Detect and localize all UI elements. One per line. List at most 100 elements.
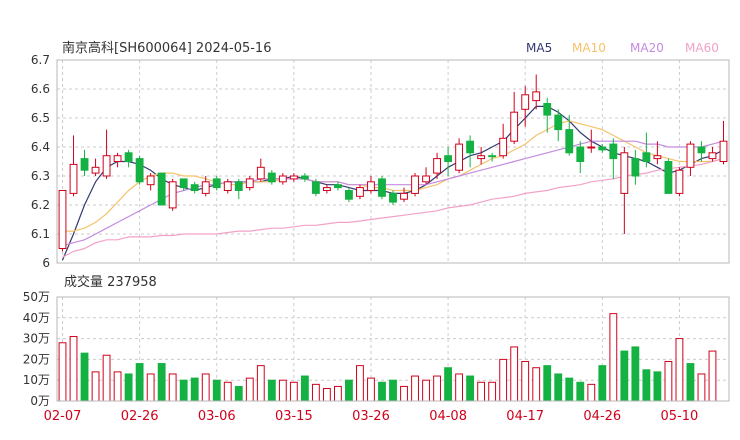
date-tick-label: 02-07 bbox=[44, 409, 82, 424]
candle-body bbox=[157, 172, 166, 206]
candle-body bbox=[135, 158, 144, 183]
candle-body bbox=[179, 178, 188, 189]
candle bbox=[411, 173, 419, 197]
volume-bar bbox=[554, 373, 563, 402]
candle-body bbox=[190, 184, 199, 191]
volume-bar bbox=[157, 363, 166, 402]
candle-body bbox=[58, 190, 67, 249]
candle bbox=[300, 173, 309, 182]
volume-bar bbox=[278, 379, 287, 402]
candle-body bbox=[223, 181, 232, 192]
candle-body bbox=[532, 91, 541, 102]
candle bbox=[356, 184, 364, 200]
volume-bar bbox=[345, 379, 353, 402]
volume-bar bbox=[322, 388, 331, 402]
candle bbox=[91, 158, 100, 176]
candle-body bbox=[367, 181, 375, 192]
candle bbox=[686, 141, 695, 176]
volume-bar bbox=[697, 373, 706, 402]
candle bbox=[488, 152, 497, 162]
candle-body bbox=[444, 155, 452, 162]
volume-bar bbox=[234, 385, 243, 402]
volume-bar bbox=[565, 377, 574, 402]
candle bbox=[675, 167, 684, 197]
candle-body bbox=[609, 143, 618, 160]
candle bbox=[102, 129, 111, 179]
volume-bar bbox=[179, 379, 188, 402]
candle bbox=[322, 184, 331, 194]
candle-body bbox=[510, 111, 519, 142]
volume-bar bbox=[510, 346, 519, 402]
chart-legend: MA5 MA10 MA20 MA60 bbox=[526, 41, 719, 55]
volume-y-axis: 50万 40万 30万 20万 10万 0万 bbox=[23, 290, 50, 408]
candle-body bbox=[300, 175, 309, 180]
candle-body bbox=[719, 140, 728, 162]
candle-body bbox=[356, 187, 364, 197]
candle-body bbox=[631, 158, 640, 177]
volume-bar bbox=[389, 379, 397, 402]
volume-bar bbox=[576, 381, 585, 402]
volume-bar bbox=[80, 352, 89, 402]
candle bbox=[499, 123, 508, 159]
price-tick-label: 6.1 bbox=[31, 227, 50, 241]
candle-body bbox=[686, 143, 695, 168]
candle bbox=[278, 173, 287, 185]
candle bbox=[554, 109, 563, 142]
candle bbox=[69, 135, 78, 197]
volume-bar bbox=[223, 381, 232, 402]
candle bbox=[223, 178, 232, 194]
candle-body bbox=[642, 152, 651, 163]
candle bbox=[697, 141, 706, 162]
volume-tick-label: 30万 bbox=[23, 332, 50, 346]
volume-bar bbox=[69, 336, 78, 402]
volume-bar bbox=[58, 342, 67, 402]
candle bbox=[190, 181, 199, 194]
candle bbox=[201, 176, 210, 197]
candle bbox=[256, 158, 265, 182]
candle-body bbox=[146, 175, 155, 186]
candle bbox=[212, 176, 221, 191]
candle bbox=[80, 149, 89, 176]
volume-bar bbox=[521, 360, 530, 402]
volume-bar bbox=[135, 363, 144, 402]
candle bbox=[168, 178, 177, 211]
candle-body bbox=[466, 140, 475, 154]
date-tick-label: 03-06 bbox=[198, 409, 236, 424]
candle-body bbox=[433, 158, 441, 174]
volume-bar bbox=[124, 373, 133, 402]
candle-body bbox=[91, 166, 100, 174]
candle-body bbox=[322, 187, 331, 192]
volume-bar bbox=[620, 350, 629, 402]
date-tick-label: 04-08 bbox=[429, 409, 467, 424]
volume-bar bbox=[631, 346, 640, 402]
volume-bar bbox=[190, 377, 199, 402]
candle-body bbox=[267, 172, 276, 183]
volume-bar bbox=[201, 373, 210, 402]
candle bbox=[378, 176, 386, 200]
volume-bar bbox=[300, 375, 309, 402]
candle bbox=[433, 152, 441, 179]
volume-title: 成交量 237958 bbox=[64, 274, 157, 290]
candle bbox=[587, 129, 596, 153]
candle bbox=[543, 97, 552, 133]
candle bbox=[245, 176, 254, 191]
candle-body bbox=[345, 190, 353, 200]
date-tick-label: 03-26 bbox=[352, 409, 390, 424]
candle-body bbox=[499, 137, 508, 157]
volume-bar bbox=[411, 375, 419, 402]
candle-body bbox=[653, 155, 662, 160]
volume-bar bbox=[708, 350, 717, 402]
volume-bar bbox=[488, 381, 497, 402]
volume-bar bbox=[543, 365, 552, 402]
candle bbox=[267, 170, 276, 185]
volume-bar bbox=[212, 379, 221, 402]
candle-body bbox=[477, 155, 486, 160]
date-tick-label: 03-15 bbox=[275, 409, 313, 424]
candle bbox=[653, 141, 662, 165]
candle-body bbox=[113, 155, 122, 162]
candle bbox=[598, 144, 607, 153]
price-panel-frame bbox=[56, 59, 730, 264]
legend-item-ma5: MA5 bbox=[526, 41, 552, 55]
volume-bar bbox=[598, 365, 607, 402]
